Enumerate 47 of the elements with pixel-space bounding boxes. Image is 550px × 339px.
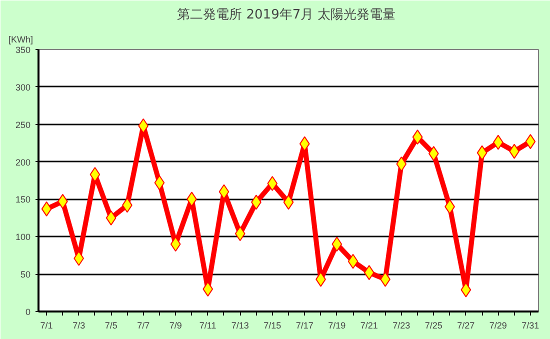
point <box>218 184 230 200</box>
point <box>106 210 116 226</box>
y-tick-label: 0 <box>25 307 31 317</box>
point <box>170 236 181 252</box>
point <box>283 194 294 210</box>
x-tick-label: 7/21 <box>360 320 378 330</box>
x-tick-label: 7/29 <box>489 320 507 330</box>
point <box>396 156 407 172</box>
point <box>412 130 423 145</box>
point <box>364 265 374 280</box>
point <box>90 167 100 182</box>
x-tick-label: 7/5 <box>104 320 118 330</box>
y-tick-label: 100 <box>15 232 31 242</box>
chart-title: 第二発電所 2019年7月 太陽光発電量 <box>177 8 396 22</box>
x-tick-label: 7/31 <box>522 320 540 330</box>
point <box>460 282 472 298</box>
y-axis-title: [KWh] <box>8 34 34 44</box>
y-tick-label: 200 <box>15 157 31 168</box>
x-tick-label: 7/27 <box>457 320 475 330</box>
x-tick-label: 7/3 <box>72 320 86 330</box>
y-tick-label: 150 <box>15 194 31 205</box>
point <box>202 282 214 297</box>
x-tick-label: 7/15 <box>264 320 282 330</box>
point <box>234 226 246 242</box>
point <box>138 118 149 134</box>
point <box>299 136 310 152</box>
point <box>267 176 278 191</box>
point <box>154 175 165 190</box>
x-tick-label: 7/23 <box>392 320 410 330</box>
x-tick-label: 7/9 <box>169 320 182 330</box>
x-tick-label: 7/11 <box>199 320 216 330</box>
x-tick-label: 7/17 <box>296 320 314 330</box>
y-tick-label: 250 <box>15 120 31 130</box>
point <box>348 254 358 269</box>
y-tick-label: 350 <box>15 45 31 55</box>
x-tick-label: 7/25 <box>424 320 442 330</box>
y-tick-label: 300 <box>15 82 31 92</box>
y-tick-label: 50 <box>20 270 31 280</box>
x-tick-label: 7/1 <box>40 320 53 330</box>
point <box>525 134 536 150</box>
point <box>332 236 342 252</box>
x-tick-label: 7/13 <box>231 320 249 330</box>
point <box>428 146 439 162</box>
x-tick-label: 7/19 <box>328 320 346 330</box>
point <box>41 201 52 216</box>
point <box>476 145 488 160</box>
x-tick-label: 7/7 <box>137 320 150 330</box>
